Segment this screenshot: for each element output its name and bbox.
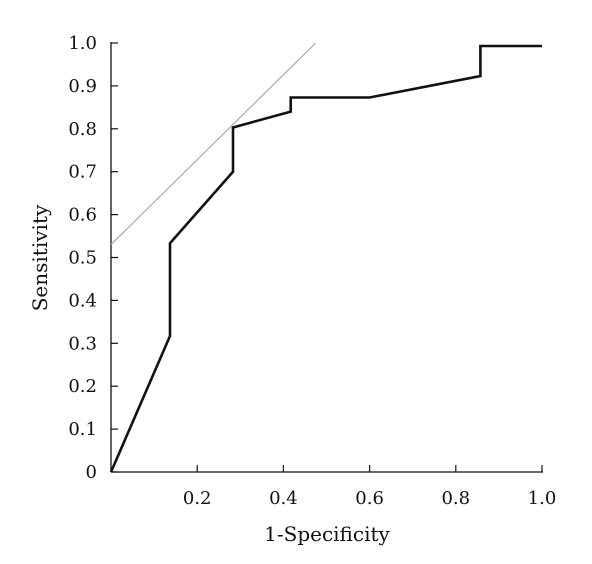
y-tick-label: 1.0 <box>68 33 97 54</box>
ticks-layer: 0 0.1 0.2 0.3 0.4 0.5 0.6 0.7 0.8 0.9 1.0 0.2 0.4 0.6… <box>68 33 556 509</box>
series-layer <box>109 42 542 473</box>
x-tick-label: 0.8 <box>441 488 470 509</box>
x-tick-label: 0.6 <box>355 488 384 509</box>
y-tick-label: 0.5 <box>68 248 97 269</box>
x-tick-label: 0.4 <box>269 488 298 509</box>
y-axis-label: Sensitivity <box>28 204 52 311</box>
y-tick-label: 0.8 <box>68 119 97 140</box>
y-tick-label: 0.1 <box>68 419 97 440</box>
x-tick-label: 1.0 <box>528 488 557 509</box>
x-tick-label: 0.2 <box>183 488 212 509</box>
y-tick-label: 0 <box>86 462 97 483</box>
y-tick-label: 0.7 <box>68 162 97 183</box>
y-tick-label: 0.2 <box>68 376 97 397</box>
y-tick-label: 0.3 <box>68 333 97 354</box>
y-tick-label: 0.9 <box>68 76 97 97</box>
roc-curve-line <box>109 44 542 473</box>
reference-line <box>110 42 317 246</box>
y-tick-label: 0.4 <box>68 290 97 311</box>
x-axis-label: 1-Specificity <box>264 522 390 546</box>
y-tick-label: 0.6 <box>68 205 97 226</box>
axes-layer <box>110 42 543 473</box>
